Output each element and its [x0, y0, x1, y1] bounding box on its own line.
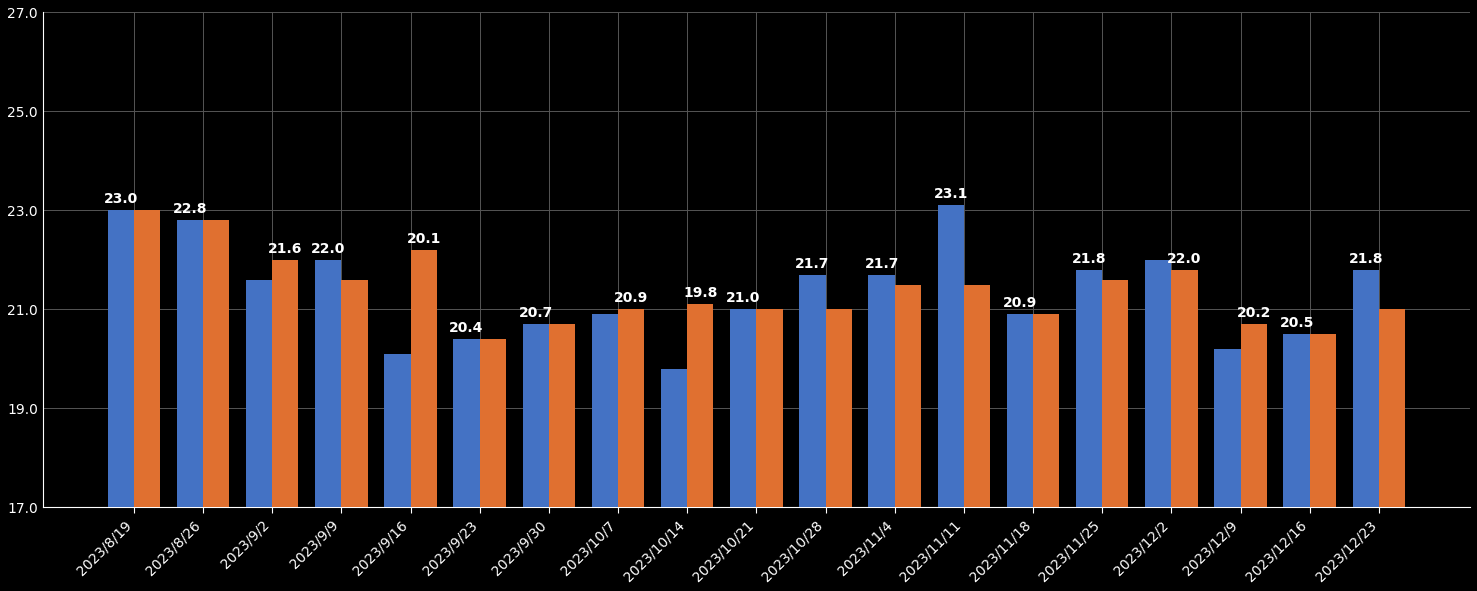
Bar: [315, 260, 341, 591]
Bar: [687, 304, 713, 591]
Text: 20.9: 20.9: [1003, 296, 1037, 310]
Bar: [1214, 349, 1241, 591]
Text: 21.0: 21.0: [727, 291, 761, 306]
Bar: [592, 314, 617, 591]
Bar: [938, 206, 964, 591]
Bar: [453, 339, 480, 591]
Text: 20.5: 20.5: [1279, 316, 1313, 330]
Text: 21.6: 21.6: [269, 242, 303, 256]
Text: 20.9: 20.9: [614, 291, 648, 306]
Bar: [799, 275, 826, 591]
Bar: [1241, 324, 1267, 591]
Text: 22.0: 22.0: [1167, 252, 1202, 266]
Bar: [480, 339, 507, 591]
Bar: [523, 324, 549, 591]
Text: 20.1: 20.1: [406, 232, 440, 246]
Bar: [1007, 314, 1032, 591]
Text: 22.8: 22.8: [173, 202, 207, 216]
Bar: [549, 324, 575, 591]
Bar: [177, 220, 202, 591]
Bar: [1380, 309, 1405, 591]
Bar: [1032, 314, 1059, 591]
Text: 20.2: 20.2: [1236, 306, 1270, 320]
Bar: [108, 210, 134, 591]
Bar: [617, 309, 644, 591]
Bar: [868, 275, 895, 591]
Text: 19.8: 19.8: [684, 287, 718, 300]
Text: 22.0: 22.0: [312, 242, 346, 256]
Bar: [1075, 270, 1102, 591]
Bar: [1145, 260, 1171, 591]
Bar: [384, 354, 411, 591]
Bar: [1171, 270, 1198, 591]
Bar: [1310, 334, 1337, 591]
Text: 21.8: 21.8: [1072, 252, 1106, 266]
Bar: [895, 285, 922, 591]
Bar: [134, 210, 160, 591]
Bar: [730, 309, 756, 591]
Text: 23.0: 23.0: [103, 193, 137, 206]
Text: 21.7: 21.7: [795, 256, 830, 271]
Text: 20.7: 20.7: [518, 306, 552, 320]
Text: 23.1: 23.1: [933, 187, 967, 202]
Bar: [1353, 270, 1380, 591]
Bar: [964, 285, 990, 591]
Bar: [411, 250, 437, 591]
Bar: [660, 369, 687, 591]
Text: 21.8: 21.8: [1349, 252, 1382, 266]
Bar: [826, 309, 852, 591]
Bar: [245, 280, 272, 591]
Bar: [272, 260, 298, 591]
Bar: [341, 280, 368, 591]
Text: 20.4: 20.4: [449, 321, 484, 335]
Bar: [1284, 334, 1310, 591]
Bar: [202, 220, 229, 591]
Text: 21.7: 21.7: [864, 256, 898, 271]
Bar: [1102, 280, 1128, 591]
Bar: [756, 309, 783, 591]
